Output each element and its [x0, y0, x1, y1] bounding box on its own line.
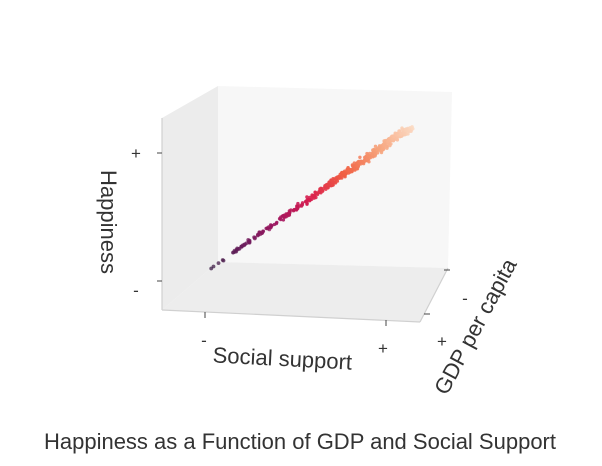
y-tick-high: +	[437, 332, 447, 351]
scatter-point	[211, 264, 216, 269]
scatter-point	[409, 129, 413, 133]
scatter-point	[220, 258, 225, 262]
scatter-point	[331, 177, 335, 181]
scatter-point	[358, 155, 362, 159]
scatter-point	[368, 151, 372, 156]
tick-marks	[157, 152, 450, 326]
scatter-point	[367, 160, 371, 164]
scatter-point	[397, 129, 401, 133]
chart-caption: Happiness as a Function of GDP and Socia…	[44, 429, 556, 454]
floor-pane	[162, 262, 448, 322]
scatter-point	[270, 223, 274, 228]
scatter-point	[384, 143, 388, 148]
z-tick-high: +	[131, 144, 141, 163]
scatter-point	[296, 201, 300, 206]
scatter-point	[410, 125, 414, 129]
scatter-points	[209, 125, 415, 271]
scatter-point	[373, 144, 378, 148]
x-tick-high: +	[378, 339, 388, 358]
scatter-point	[261, 229, 266, 233]
scatter-point	[281, 218, 286, 222]
scatter-point	[406, 132, 410, 136]
scatter-point	[305, 202, 309, 206]
scatter-point	[335, 179, 340, 183]
scatter-point	[305, 195, 309, 199]
scatter-point	[400, 126, 404, 130]
scatter-point	[247, 239, 252, 244]
scatter-point	[279, 217, 283, 222]
scatter-point	[300, 201, 305, 205]
scatter-point	[275, 220, 279, 225]
scatter-point	[319, 187, 324, 191]
scatter-point	[216, 261, 221, 265]
scatter-point	[375, 151, 380, 155]
x-axis-label: Social support	[212, 342, 353, 374]
scatter-point	[253, 235, 257, 240]
x-tick-low: -	[201, 331, 207, 350]
scatter-point	[352, 161, 356, 165]
scatter-point	[322, 186, 326, 190]
y-tick-low: -	[462, 289, 468, 308]
scatter-point	[389, 142, 393, 146]
scatter-point	[289, 208, 293, 212]
z-axis-label: Happiness	[96, 170, 121, 274]
z-tick-low: -	[133, 281, 139, 300]
left-pane	[162, 86, 218, 310]
